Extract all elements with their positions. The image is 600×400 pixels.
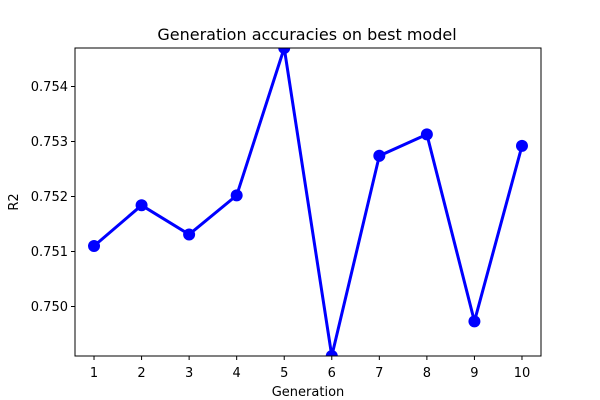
y-tick-label: 0.751 [31,245,68,260]
data-point [230,189,243,202]
data-point [515,139,528,152]
data-point [325,350,338,356]
x-tick-label: 8 [423,366,431,381]
y-tick-label: 0.754 [31,80,68,95]
x-tick-label: 6 [328,366,336,381]
plot-frame [74,47,542,357]
data-point [278,48,291,54]
data-point [183,228,196,241]
x-tick-label: 5 [280,366,288,381]
data-point [373,149,386,162]
x-tick-label: 1 [90,366,98,381]
x-axis: 1 2 3 4 5 6 7 8 9 10 [90,356,530,381]
x-tick-label: 7 [375,366,383,381]
y-tick-label: 0.752 [31,190,68,205]
plot-area [88,48,528,356]
data-point [420,128,433,141]
x-axis-label: Generation [272,385,345,400]
x-tick-label: 3 [185,366,193,381]
y-tick-label: 0.753 [31,135,68,150]
series-line [93,48,524,356]
y-tick-label: 0.750 [31,300,68,315]
x-tick-label: 2 [137,366,145,381]
x-tick-label: 4 [233,366,241,381]
x-tick-label: 9 [470,366,478,381]
series-group [88,48,528,356]
data-point [468,315,481,328]
data-point [135,199,148,212]
data-point [88,240,101,252]
x-tick-label: 10 [514,366,531,381]
chart-title: Generation accuracies on best model [157,25,456,44]
y-axis-label: R2 [7,193,22,210]
y-axis: 0.750 0.751 0.752 0.753 0.754 [31,80,75,315]
